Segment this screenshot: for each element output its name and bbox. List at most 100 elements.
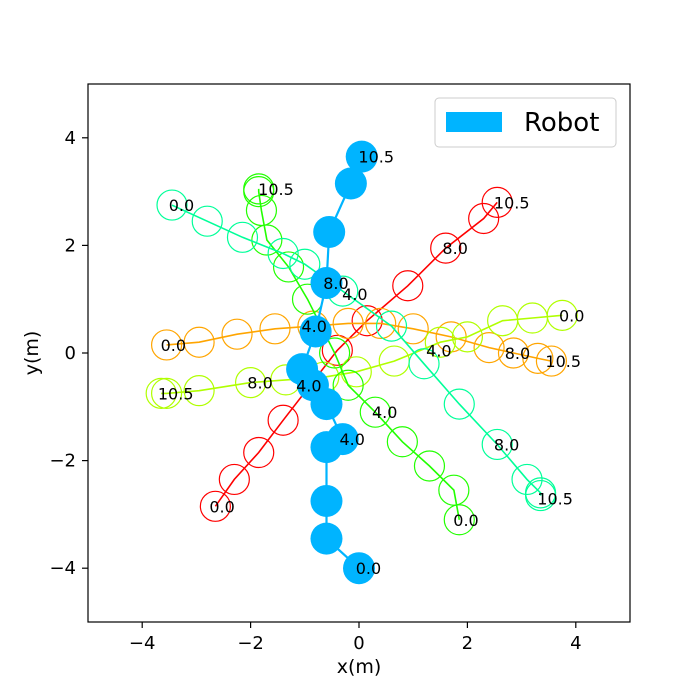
agent-1-point-10 — [497, 337, 530, 369]
agent-3-point-4 — [359, 396, 391, 428]
agent-1-time-label-0: 0.0 — [161, 336, 186, 355]
agent-1-point-9 — [473, 332, 505, 364]
agent-1-point-0 — [150, 329, 183, 361]
legend-box — [434, 97, 617, 148]
x-tick-label-0: −4 — [129, 633, 156, 654]
agent-1-point-11 — [522, 342, 554, 374]
agent-1-path — [166, 322, 552, 362]
agents-layer — [145, 173, 578, 536]
agent-4-point-3 — [267, 237, 299, 270]
agent-0-time-label-2: 10.5 — [494, 193, 530, 212]
agent-3-point-2 — [413, 450, 446, 482]
agent-3-point-1 — [438, 474, 470, 506]
x-tick-label-4: 4 — [570, 633, 581, 654]
agent-4-path — [171, 204, 542, 496]
agent-0-point-4 — [321, 334, 353, 366]
robot-time-label-2: 8.0 — [323, 274, 348, 293]
agent-4-time-label-1: 4.0 — [342, 285, 367, 304]
agent-3-point-5 — [332, 369, 364, 401]
agent-1-time-label-2: 10.5 — [545, 352, 581, 371]
agent-2-point-3 — [451, 321, 483, 353]
legend-swatch-robot — [446, 112, 502, 132]
y-tick-label-0: −4 — [49, 558, 76, 579]
agent-0-path — [214, 201, 498, 507]
agent-1-point-7 — [397, 313, 429, 345]
agent-3-time-label-0: 0.0 — [453, 511, 478, 530]
agent-0-point-0 — [199, 490, 231, 522]
agent-1-point-5 — [332, 307, 364, 340]
agent-1-point-12 — [535, 345, 568, 377]
agent-3-point-6 — [319, 337, 351, 369]
agent-3-point-10 — [245, 194, 278, 227]
agent-2-point-9 — [235, 366, 267, 399]
robot-point-10 — [313, 215, 346, 248]
agent-4-point-6 — [375, 310, 408, 342]
agent-0-point-3 — [267, 404, 299, 436]
y-tick-label-2: 0 — [65, 343, 76, 364]
agent-4-point-10 — [511, 463, 543, 496]
agent-0-point-9 — [481, 186, 513, 218]
robot-layer — [286, 140, 378, 585]
agent-0-time-label-1: 8.0 — [442, 239, 467, 258]
y-tick-label-3: 2 — [65, 235, 76, 256]
agent-2-path — [161, 314, 563, 395]
agent-2-time-label-3: 10.5 — [158, 384, 194, 403]
agent-2-point-2 — [487, 305, 519, 337]
y-tick-label-1: −2 — [49, 451, 76, 472]
y-axis-ticks: −4 −2 0 2 4 — [49, 128, 88, 579]
agent-1-point-1 — [183, 326, 215, 358]
agent-2-point-11 — [150, 377, 183, 409]
robot-point-11 — [334, 167, 367, 200]
agent-4-point-12 — [524, 479, 557, 512]
agent-0-point-2 — [243, 436, 275, 469]
agent-4-time-label-0: 0.0 — [169, 196, 194, 215]
agent-2-time-label-0: 0.0 — [559, 306, 584, 325]
agent-3-point-8 — [272, 251, 305, 283]
robot-time-label-1: 4.0 — [339, 430, 364, 449]
robot-point-7 — [286, 353, 319, 386]
robot-point-0 — [343, 552, 375, 585]
agent-0-point-7 — [430, 232, 462, 264]
agent-1-point-6 — [365, 307, 397, 340]
agent-4-time-label-2: 8.0 — [494, 435, 519, 454]
agent-3-point-12 — [243, 173, 275, 205]
robot-point-9 — [310, 267, 343, 300]
agent-3-path — [257, 188, 461, 520]
x-tick-label-1: −2 — [237, 633, 264, 654]
agent-0-point-1 — [218, 463, 250, 496]
agent-3-point-3 — [386, 426, 418, 458]
agent-4-point-4 — [289, 248, 321, 280]
robot-time-label-0: 0.0 — [356, 559, 381, 578]
agent-1-point-3 — [259, 313, 291, 345]
agent-3-time-label-2: 10.5 — [258, 180, 294, 199]
agent-0-point-8 — [468, 202, 500, 235]
agent-0-point-5 — [351, 305, 383, 337]
agent-2-point-4 — [424, 326, 456, 358]
agent-1-point-2 — [221, 318, 253, 350]
agent-2-time-label-1: 4.0 — [426, 341, 451, 360]
agent-0-point-6 — [392, 270, 424, 302]
agent-0-time-label-0: 0.0 — [209, 497, 234, 516]
agent-4-time-label-3: 10.5 — [537, 489, 573, 508]
robot-point-12 — [345, 140, 378, 173]
agent-4-point-8 — [443, 388, 475, 420]
agent-2-time-label-2: 8.0 — [247, 374, 272, 393]
robot-point-4 — [326, 423, 359, 456]
agent-4-point-9 — [481, 428, 513, 461]
agent-4-point-1 — [191, 205, 223, 237]
agent-4-point-7 — [408, 348, 440, 380]
x-tick-label-2: 0 — [353, 633, 364, 654]
agent-4-point-2 — [226, 221, 259, 253]
x-axis-ticks: −4 −2 0 2 4 — [129, 622, 582, 654]
robot-point-2 — [310, 484, 343, 517]
legend: Robot — [434, 97, 617, 148]
y-tick-label-4: 4 — [65, 128, 76, 149]
robot-point-8 — [299, 315, 332, 348]
extra-time-label-0: 4.0 — [302, 317, 327, 336]
robot-point-1 — [310, 522, 343, 555]
legend-label-robot: Robot — [524, 108, 599, 138]
x-axis-label: x(m) — [337, 656, 382, 678]
extra-time-label-1: 4.0 — [296, 376, 321, 395]
agent-2-point-10 — [183, 375, 215, 407]
